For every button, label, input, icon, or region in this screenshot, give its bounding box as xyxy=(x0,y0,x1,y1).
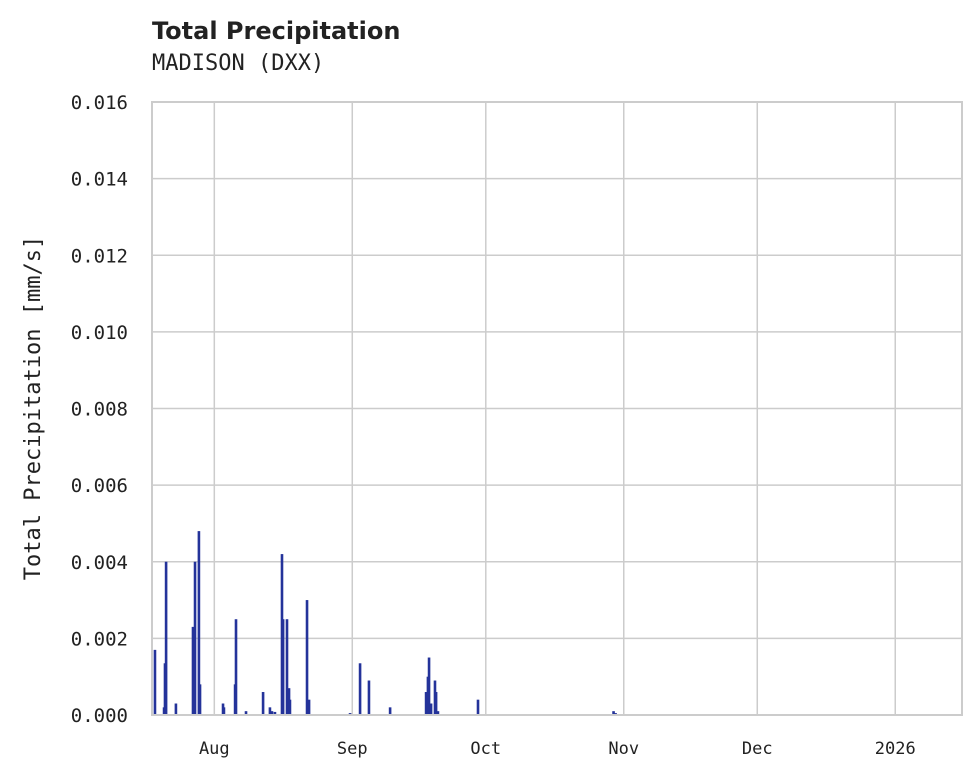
x-tick-label: 2026 xyxy=(875,739,916,759)
x-tick-label: Nov xyxy=(608,739,639,759)
plot-frame xyxy=(151,101,963,716)
chart-subtitle: MADISON (DXX) xyxy=(152,51,325,76)
precipitation-bar xyxy=(268,707,272,715)
precipitation-bar xyxy=(367,680,371,715)
precipitation-bar xyxy=(153,649,157,715)
y-tick-label: 0.016 xyxy=(71,92,128,114)
precipitation-bar xyxy=(270,711,274,715)
y-tick-label: 0.010 xyxy=(71,322,128,344)
precipitation-bar xyxy=(358,663,362,715)
precipitation-bar xyxy=(434,692,438,715)
precipitation-bar xyxy=(197,531,201,715)
precipitation-bar xyxy=(273,711,277,715)
precipitation-bar xyxy=(261,692,265,715)
x-tick-labels: Aug Sep Oct Nov Dec 2026 xyxy=(199,739,916,759)
precipitation-bar xyxy=(388,707,392,715)
precipitation-bar xyxy=(427,657,431,715)
bars xyxy=(153,531,617,715)
x-tick-label: Oct xyxy=(470,739,501,759)
y-tick-label: 0.002 xyxy=(71,628,128,650)
precipitation-bar xyxy=(436,711,440,715)
y-tick-label: 0.004 xyxy=(71,552,128,574)
precipitation-bar xyxy=(288,699,292,715)
y-tick-label: 0.000 xyxy=(71,705,128,727)
precipitation-bar xyxy=(281,619,285,715)
precipitation-bar xyxy=(174,703,178,715)
precipitation-bar xyxy=(164,561,168,715)
precipitation-bar xyxy=(429,703,433,715)
x-tick-label: Sep xyxy=(337,739,368,759)
precipitation-bar xyxy=(191,626,195,715)
precipitation-bar xyxy=(193,561,197,715)
y-tick-label: 0.012 xyxy=(71,245,128,267)
y-axis-label: Total Precipitation [mm/s] xyxy=(21,236,46,580)
grid xyxy=(152,101,962,716)
y-tick-label: 0.014 xyxy=(71,169,128,191)
precipitation-bar xyxy=(222,707,226,715)
chart-title: Total Precipitation xyxy=(152,17,401,45)
precipitation-bar xyxy=(198,684,202,715)
precipitation-bar xyxy=(612,711,615,715)
precipitation-bar xyxy=(305,600,309,715)
precipitation-bar xyxy=(307,699,311,715)
y-tick-label: 0.008 xyxy=(71,399,128,421)
precipitation-bar xyxy=(234,619,238,715)
precipitation-bar xyxy=(424,692,428,715)
precipitation-bar xyxy=(285,619,289,715)
y-tick-labels: 0.000 0.002 0.004 0.006 0.008 0.010 0.012 0.014… xyxy=(71,92,128,727)
x-tick-label: Aug xyxy=(199,739,230,759)
x-tick-label: Dec xyxy=(742,739,773,759)
y-tick-label: 0.006 xyxy=(71,475,128,497)
precipitation-bar xyxy=(476,699,480,715)
precipitation-bar xyxy=(244,711,248,715)
